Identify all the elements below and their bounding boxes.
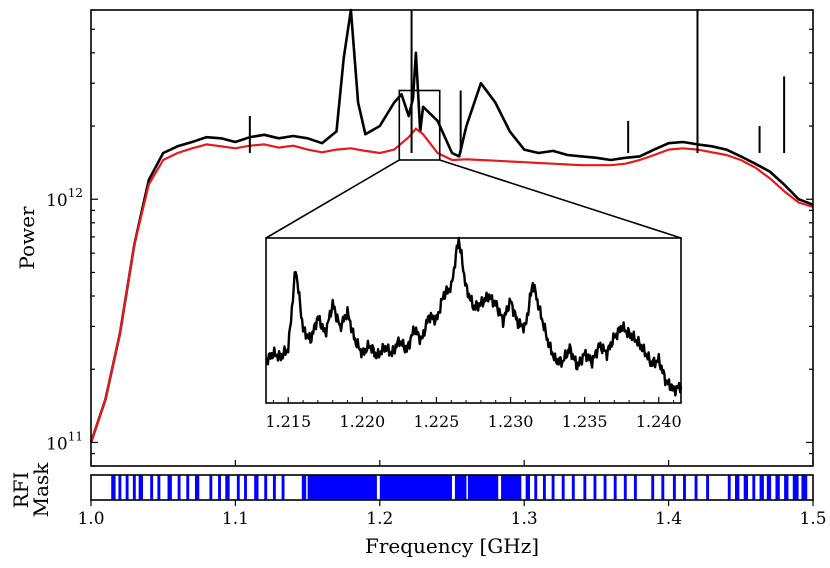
rfi-mask-bar bbox=[633, 475, 637, 500]
inset-x-tick-label: 1.225 bbox=[414, 412, 460, 431]
y-tick-label: 1012 bbox=[46, 186, 83, 211]
mask-axes-frame bbox=[90, 474, 814, 501]
x-tick-label: 1.0 bbox=[77, 509, 104, 529]
inset-x-tick-label: 1.215 bbox=[265, 412, 311, 431]
rfi-mask-bar bbox=[561, 475, 565, 500]
rfi-mask-bar bbox=[186, 475, 190, 500]
rfi-mask-bar bbox=[150, 475, 154, 500]
main-axes-frame bbox=[90, 9, 814, 467]
rfi-mask-bar bbox=[735, 475, 740, 500]
inset-x-tick-label: 1.240 bbox=[636, 412, 682, 431]
rfi-mask-bar bbox=[801, 475, 808, 500]
rfi-mask-bar bbox=[571, 475, 575, 500]
main-panel: 1011 1012 Power bbox=[15, 8, 814, 467]
rfi-mask-bar bbox=[752, 475, 756, 500]
rfi-mask-bar bbox=[766, 475, 772, 500]
zoom-connector-right bbox=[439, 159, 682, 239]
zoom-box bbox=[398, 89, 441, 161]
mask-ylabel-line-2: Mask bbox=[29, 462, 53, 518]
rfi-mask-bar bbox=[534, 475, 538, 500]
x-tick-label: 1.1 bbox=[222, 509, 249, 529]
rfi-mask-bar bbox=[307, 475, 377, 500]
rfi-mask-bar bbox=[379, 475, 452, 500]
rfi-mask-bar bbox=[244, 475, 247, 500]
rfi-mask-bar bbox=[792, 475, 799, 500]
rfi-mask-bar bbox=[775, 475, 780, 500]
main-plot-area bbox=[89, 8, 814, 443]
rfi-mask-bar bbox=[236, 475, 240, 500]
spectrum-line bbox=[89, 8, 814, 443]
rfi-mask-bar bbox=[525, 475, 530, 500]
rfi-mask-bar bbox=[651, 475, 655, 500]
rfi-mask-bar bbox=[593, 475, 597, 500]
rfi-mask-bar bbox=[167, 475, 172, 500]
x-tick-label: 1.5 bbox=[799, 509, 826, 529]
x-axis-label: Frequency [GHz] bbox=[365, 534, 539, 558]
rfi-mask-bar bbox=[672, 475, 676, 500]
rfi-mask-bar bbox=[683, 475, 686, 500]
inset-axes-frame bbox=[265, 237, 682, 404]
rfi-mask-bar bbox=[784, 475, 789, 500]
rfi-mask-bar bbox=[125, 475, 129, 500]
rfi-mask-bar bbox=[661, 475, 665, 500]
x-tick-label: 1.2 bbox=[366, 509, 393, 529]
rfi-mask-bar bbox=[467, 475, 499, 500]
inset-x-ticks: 1.215 1.220 1.225 1.230 1.235 1.240 bbox=[265, 397, 682, 431]
rfi-mask-bar bbox=[583, 475, 587, 500]
rfi-mask-bar bbox=[551, 475, 555, 500]
inset-panel: 1.215 1.220 1.225 1.230 1.235 1.240 bbox=[264, 236, 683, 431]
rfi-mask-bar bbox=[281, 475, 285, 500]
rfi-mask-bar bbox=[138, 475, 143, 500]
mask-panel: 1.0 1.1 1.2 1.3 1.4 1.5 RFI Mask Frequency [G… bbox=[9, 462, 827, 558]
inset-plot-area bbox=[264, 236, 683, 397]
mask-ylabel-line-1: RFI bbox=[9, 472, 33, 509]
rfi-mask-bar bbox=[254, 475, 259, 500]
main-y-ticks: 1011 1012 bbox=[46, 9, 814, 467]
smooth-fit-line bbox=[89, 127, 814, 443]
rfi-mask-bar bbox=[209, 475, 213, 500]
rfi-mask-bar bbox=[623, 475, 627, 500]
y-tick-label: 1011 bbox=[46, 429, 83, 454]
rfi-mask-bar bbox=[111, 475, 116, 500]
rfi-mask-bar bbox=[542, 475, 546, 500]
inset-x-tick-label: 1.220 bbox=[339, 412, 385, 431]
rfi-mask-bar bbox=[177, 475, 181, 500]
x-tick-label: 1.4 bbox=[655, 509, 682, 529]
rfi-mask-bar bbox=[603, 475, 607, 500]
rfi-mask-bar bbox=[706, 475, 710, 500]
inset-spectrum-line bbox=[264, 236, 683, 397]
x-tick-label: 1.3 bbox=[511, 509, 538, 529]
x-ticks: 1.0 1.1 1.2 1.3 1.4 1.5 bbox=[77, 500, 827, 529]
mask-bars bbox=[111, 475, 808, 500]
rfi-mask-bar bbox=[727, 475, 731, 500]
rfi-mask-bar bbox=[218, 475, 221, 500]
rfi-mask-bar bbox=[743, 475, 749, 500]
rfi-mask-bar bbox=[272, 475, 276, 500]
inset-x-tick-label: 1.230 bbox=[488, 412, 534, 431]
rfi-mask-bar bbox=[694, 475, 698, 500]
rfi-mask-bar bbox=[301, 475, 307, 500]
rfi-mask-bar bbox=[132, 475, 136, 500]
zoom-connector-left bbox=[265, 159, 400, 239]
rfi-mask-bar bbox=[759, 475, 764, 500]
rfi-mask-bar bbox=[264, 475, 268, 500]
rfi-mask-bar bbox=[613, 475, 617, 500]
inset-x-tick-label: 1.235 bbox=[562, 412, 608, 431]
rfi-mask-bar bbox=[225, 475, 230, 500]
rfi-mask-bar bbox=[501, 475, 522, 500]
rfi-mask-bar bbox=[118, 475, 122, 500]
rfi-mask-bar bbox=[157, 475, 161, 500]
rfi-mask-bar bbox=[454, 475, 467, 500]
rfi-mask-bar bbox=[194, 475, 200, 500]
y-axis-label: Power bbox=[15, 206, 39, 270]
